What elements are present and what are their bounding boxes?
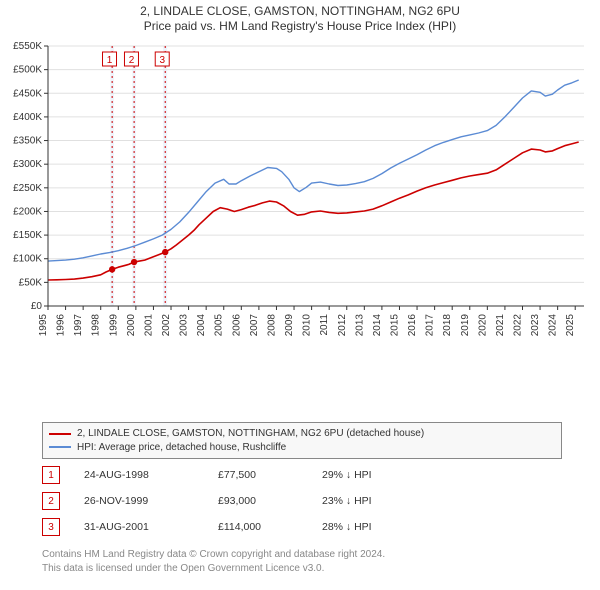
- x-tick-label: 1996: [56, 314, 67, 337]
- y-tick-label: £0: [31, 301, 43, 312]
- event-dot-2: [131, 259, 137, 265]
- y-tick-label: £400K: [13, 112, 42, 123]
- event-row: 1 24-AUG-1998 £77,500 29% ↓ HPI: [42, 466, 562, 484]
- x-tick-label: 2021: [495, 314, 506, 337]
- event-price: £114,000: [218, 521, 298, 533]
- x-tick-label: 2017: [425, 314, 436, 337]
- legend-label: 2, LINDALE CLOSE, GAMSTON, NOTTINGHAM, N…: [77, 427, 424, 441]
- x-tick-label: 2010: [302, 314, 313, 337]
- attribution-footer: Contains HM Land Registry data © Crown c…: [42, 548, 562, 575]
- y-tick-label: £450K: [13, 88, 42, 99]
- x-tick-label: 2009: [284, 314, 295, 337]
- footer-line-2: This data is licensed under the Open Gov…: [42, 562, 562, 576]
- event-row: 3 31-AUG-2001 £114,000 28% ↓ HPI: [42, 518, 562, 536]
- page: { "title": { "line1": "2, LINDALE CLOSE,…: [0, 0, 600, 590]
- x-tick-label: 2019: [460, 314, 471, 337]
- event-diff: 28% ↓ HPI: [322, 521, 562, 533]
- x-tick-label: 2020: [477, 314, 488, 337]
- event-date: 24-AUG-1998: [84, 469, 194, 481]
- x-tick-label: 2000: [126, 314, 137, 337]
- event-date: 31-AUG-2001: [84, 521, 194, 533]
- event-row: 2 26-NOV-1999 £93,000 23% ↓ HPI: [42, 492, 562, 510]
- x-tick-label: 2011: [319, 314, 330, 336]
- title-line-2: Price paid vs. HM Land Registry's House …: [0, 19, 600, 34]
- x-tick-label: 2023: [530, 314, 541, 337]
- x-tick-label: 2015: [389, 314, 400, 337]
- events-table: 1 24-AUG-1998 £77,500 29% ↓ HPI 2 26-NOV-1999…: [42, 466, 562, 544]
- legend-swatch: [49, 446, 71, 448]
- y-tick-label: £500K: [13, 65, 42, 76]
- x-tick-label: 1999: [108, 314, 119, 337]
- footer-line-1: Contains HM Land Registry data © Crown c…: [42, 548, 562, 562]
- y-tick-label: £200K: [13, 206, 42, 217]
- event-marker-box: 1: [42, 466, 60, 484]
- x-tick-label: 2003: [179, 314, 190, 337]
- x-tick-label: 2016: [407, 314, 418, 337]
- x-tick-label: 2018: [442, 314, 453, 337]
- x-tick-label: 2001: [143, 314, 154, 337]
- event-diff: 29% ↓ HPI: [322, 469, 562, 481]
- x-tick-label: 1997: [73, 314, 84, 337]
- x-tick-label: 2007: [249, 314, 260, 337]
- event-dot-1: [109, 266, 115, 272]
- event-marker-box: 3: [42, 518, 60, 536]
- event-price: £77,500: [218, 469, 298, 481]
- svg-text:1: 1: [107, 55, 113, 66]
- x-tick-label: 2004: [196, 314, 207, 337]
- x-tick-label: 1995: [38, 314, 49, 337]
- legend-item: HPI: Average price, detached house, Rush…: [49, 441, 555, 455]
- y-tick-label: £50K: [19, 277, 43, 288]
- event-price: £93,000: [218, 495, 298, 507]
- y-tick-label: £300K: [13, 159, 42, 170]
- x-tick-label: 1998: [91, 314, 102, 337]
- x-tick-label: 2025: [565, 314, 576, 337]
- y-tick-label: £550K: [13, 41, 42, 52]
- x-tick-label: 2005: [214, 314, 225, 337]
- title-line-1: 2, LINDALE CLOSE, GAMSTON, NOTTINGHAM, N…: [0, 4, 600, 19]
- y-tick-label: £150K: [13, 230, 42, 241]
- event-dot-3: [162, 249, 168, 255]
- x-tick-label: 2024: [548, 314, 559, 337]
- svg-text:2: 2: [129, 55, 135, 66]
- x-tick-label: 2013: [354, 314, 365, 337]
- y-tick-label: £100K: [13, 254, 42, 265]
- chart-area: £0 £50K £100K £150K £200K £250K £300K £350K £400…: [0, 36, 600, 376]
- event-marker-box: 2: [42, 492, 60, 510]
- x-tick-label: 2012: [337, 314, 348, 337]
- legend-swatch: [49, 433, 71, 435]
- y-tick-label: £250K: [13, 183, 42, 194]
- event-date: 26-NOV-1999: [84, 495, 194, 507]
- y-tick-label: £350K: [13, 136, 42, 147]
- event-diff: 23% ↓ HPI: [322, 495, 562, 507]
- x-tick-label: 2002: [161, 314, 172, 337]
- line-chart-svg: £0 £50K £100K £150K £200K £250K £300K £350K £400…: [0, 36, 600, 376]
- x-tick-label: 2008: [266, 314, 277, 337]
- x-tick-label: 2022: [512, 314, 523, 337]
- legend: 2, LINDALE CLOSE, GAMSTON, NOTTINGHAM, N…: [42, 422, 562, 459]
- x-tick-label: 2006: [231, 314, 242, 337]
- legend-item: 2, LINDALE CLOSE, GAMSTON, NOTTINGHAM, N…: [49, 427, 555, 441]
- x-tick-label: 2014: [372, 314, 383, 337]
- legend-label: HPI: Average price, detached house, Rush…: [77, 441, 286, 455]
- chart-title: 2, LINDALE CLOSE, GAMSTON, NOTTINGHAM, N…: [0, 0, 600, 34]
- svg-text:3: 3: [159, 55, 165, 66]
